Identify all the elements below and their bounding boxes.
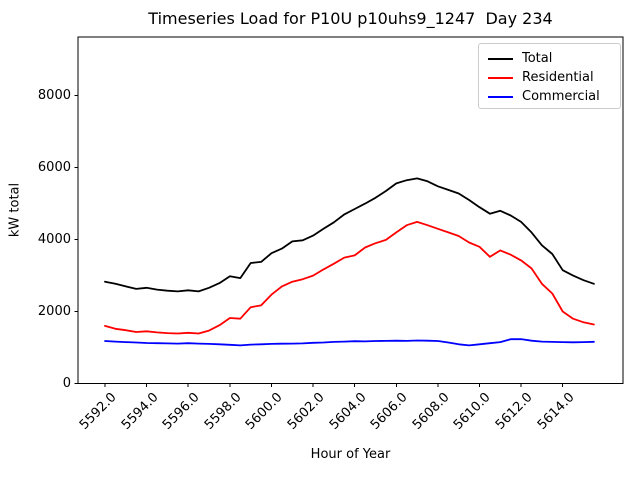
- legend: Total Residential Commercial: [478, 43, 621, 109]
- legend-label: Residential: [522, 70, 594, 85]
- legend-line-sample: [488, 95, 513, 98]
- chart-title: Timeseries Load for P10U p10uhs9_1247 Da…: [148, 9, 553, 28]
- y-tick-label: 4000: [37, 232, 71, 248]
- axes-frame: [77, 36, 624, 384]
- y-axis-label: kW total: [7, 182, 23, 238]
- series-line-total: [104, 177, 595, 293]
- legend-line-sample: [488, 76, 513, 79]
- legend-item-residential: Residential: [479, 68, 620, 87]
- legend-label: Commercial: [522, 89, 600, 104]
- legend-label: Total: [522, 51, 553, 66]
- legend-line-sample: [488, 57, 513, 60]
- series-line-commercial: [104, 338, 595, 347]
- legend-item-total: Total: [479, 49, 620, 68]
- series-line-residential: [104, 220, 595, 335]
- y-tick-label: 0: [62, 376, 71, 391]
- legend-item-commercial: Commercial: [479, 87, 620, 106]
- y-tick-label: 2000: [37, 304, 71, 320]
- y-tick-label: 6000: [37, 160, 71, 176]
- x-axis-label: Hour of Year: [310, 447, 391, 462]
- y-tick-label: 8000: [37, 88, 71, 104]
